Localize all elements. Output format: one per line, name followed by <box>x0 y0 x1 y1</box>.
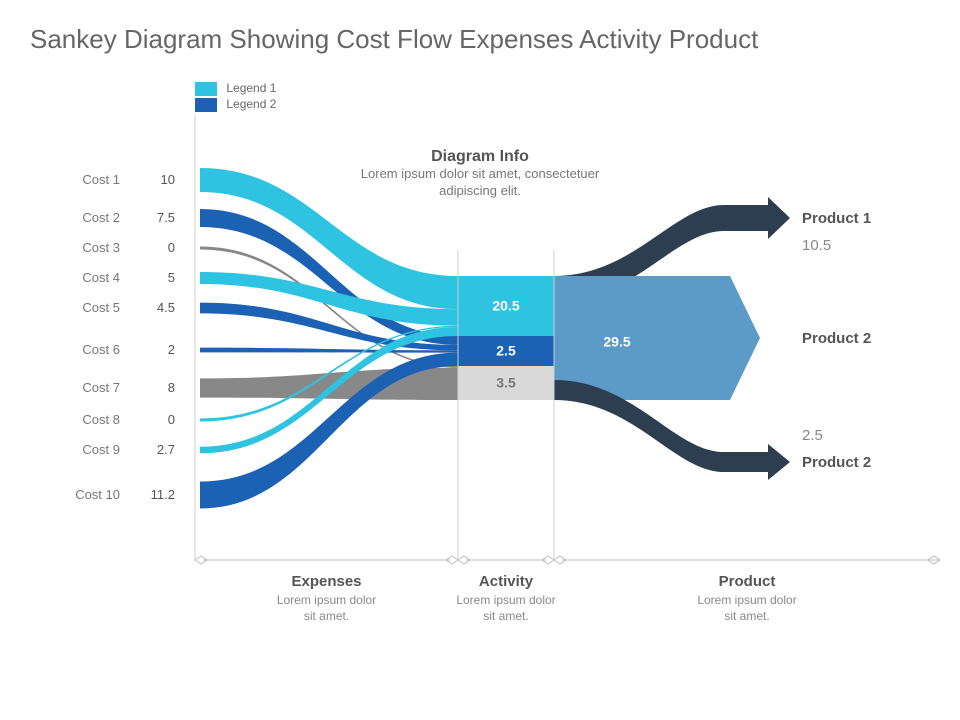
cost-label: Cost 7 <box>82 380 120 395</box>
stage-body: sit amet. <box>483 609 528 623</box>
product-arrow-main <box>554 276 760 400</box>
stage-body: sit amet. <box>304 609 349 623</box>
cost-value: 8 <box>168 380 175 395</box>
cost-value: 11.2 <box>151 487 175 502</box>
cost-label: Cost 5 <box>82 300 120 315</box>
stage-title: Product <box>719 573 776 590</box>
cost-value: 0 <box>168 240 175 255</box>
svg-text:20.5: 20.5 <box>492 298 519 314</box>
sankey-diagram: 20.5 2.5 3.5 29.5 Cost 1 10 Cost 2 7.5 Cost 3 0… <box>0 0 960 720</box>
product-label: Product 2 <box>802 454 871 471</box>
cost-label: Cost 6 <box>82 342 120 357</box>
cost-value: 10 <box>161 172 175 187</box>
stage-body: sit amet. <box>724 609 769 623</box>
stage-body: Lorem ipsum dolor <box>277 593 376 607</box>
stage-title: Expenses <box>291 573 361 590</box>
flow-paths <box>200 168 458 508</box>
cost-label: Cost 2 <box>82 210 120 225</box>
cost-value: 0 <box>168 412 175 427</box>
cost-label: Cost 8 <box>82 412 120 427</box>
product-label: Product 2 <box>802 330 871 347</box>
stage-body: Lorem ipsum dolor <box>697 593 796 607</box>
product-value: 10.5 <box>802 237 831 254</box>
activity-blocks: 20.5 2.5 3.5 <box>458 276 554 400</box>
cost-label: Cost 9 <box>82 442 120 457</box>
cost-value: 2 <box>168 342 175 357</box>
product-arrows: 29.5 <box>554 197 790 480</box>
product-value: 29.5 <box>603 334 630 350</box>
stage-body: Lorem ipsum dolor <box>456 593 555 607</box>
cost-label: Cost 3 <box>82 240 120 255</box>
cost-label: Cost 10 <box>75 487 120 502</box>
cost-value: 7.5 <box>157 210 175 225</box>
cost-label: Cost 4 <box>82 270 120 285</box>
svg-text:2.5: 2.5 <box>496 343 516 359</box>
cost-value: 5 <box>168 270 175 285</box>
cost-value: 4.5 <box>157 300 175 315</box>
product-value: 2.5 <box>802 427 823 444</box>
svg-text:3.5: 3.5 <box>496 375 516 391</box>
cost-value: 2.7 <box>157 442 175 457</box>
stage-title: Activity <box>479 573 534 590</box>
product-label: Product 1 <box>802 210 871 227</box>
cost-label: Cost 1 <box>82 172 120 187</box>
flow <box>200 168 458 309</box>
